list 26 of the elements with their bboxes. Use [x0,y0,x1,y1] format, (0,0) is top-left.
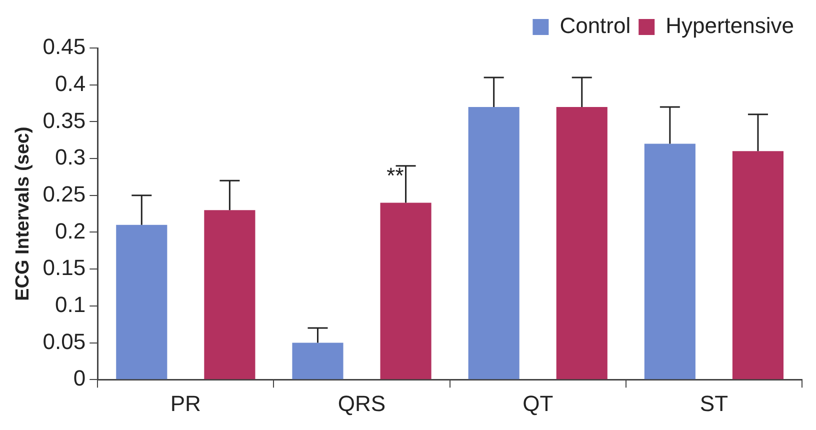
y-tick-label: 0 [73,366,86,391]
bar [204,210,256,380]
bar [292,342,344,380]
bar [468,106,520,380]
y-tick-label: 0.45 [42,34,86,60]
y-tick-label: 0.4 [55,70,86,96]
annotation: ** [386,163,404,188]
y-tick-label: 0.3 [55,144,86,170]
y-tick-label: 0.15 [42,255,86,280]
x-tick-label: PR [170,390,201,416]
bar [380,202,432,380]
bar [116,224,168,380]
x-tick-label: ST [700,390,728,416]
x-tick-label: QRS [338,390,386,416]
x-tick-label: QT [522,390,554,416]
y-axis-title: ECG Intervals (sec) [12,126,34,301]
y-tick-label: 0.35 [42,108,86,133]
y-tick-label: 0.2 [55,218,86,244]
y-tick-label: 0.1 [55,292,86,317]
legend-label: Hypertensive [666,13,794,38]
bar [732,151,784,380]
legend-label: Control [560,13,631,38]
y-tick-label: 0.25 [42,181,86,206]
y-tick-label: 0.05 [42,328,86,354]
bar [556,106,608,380]
bar [644,144,696,380]
